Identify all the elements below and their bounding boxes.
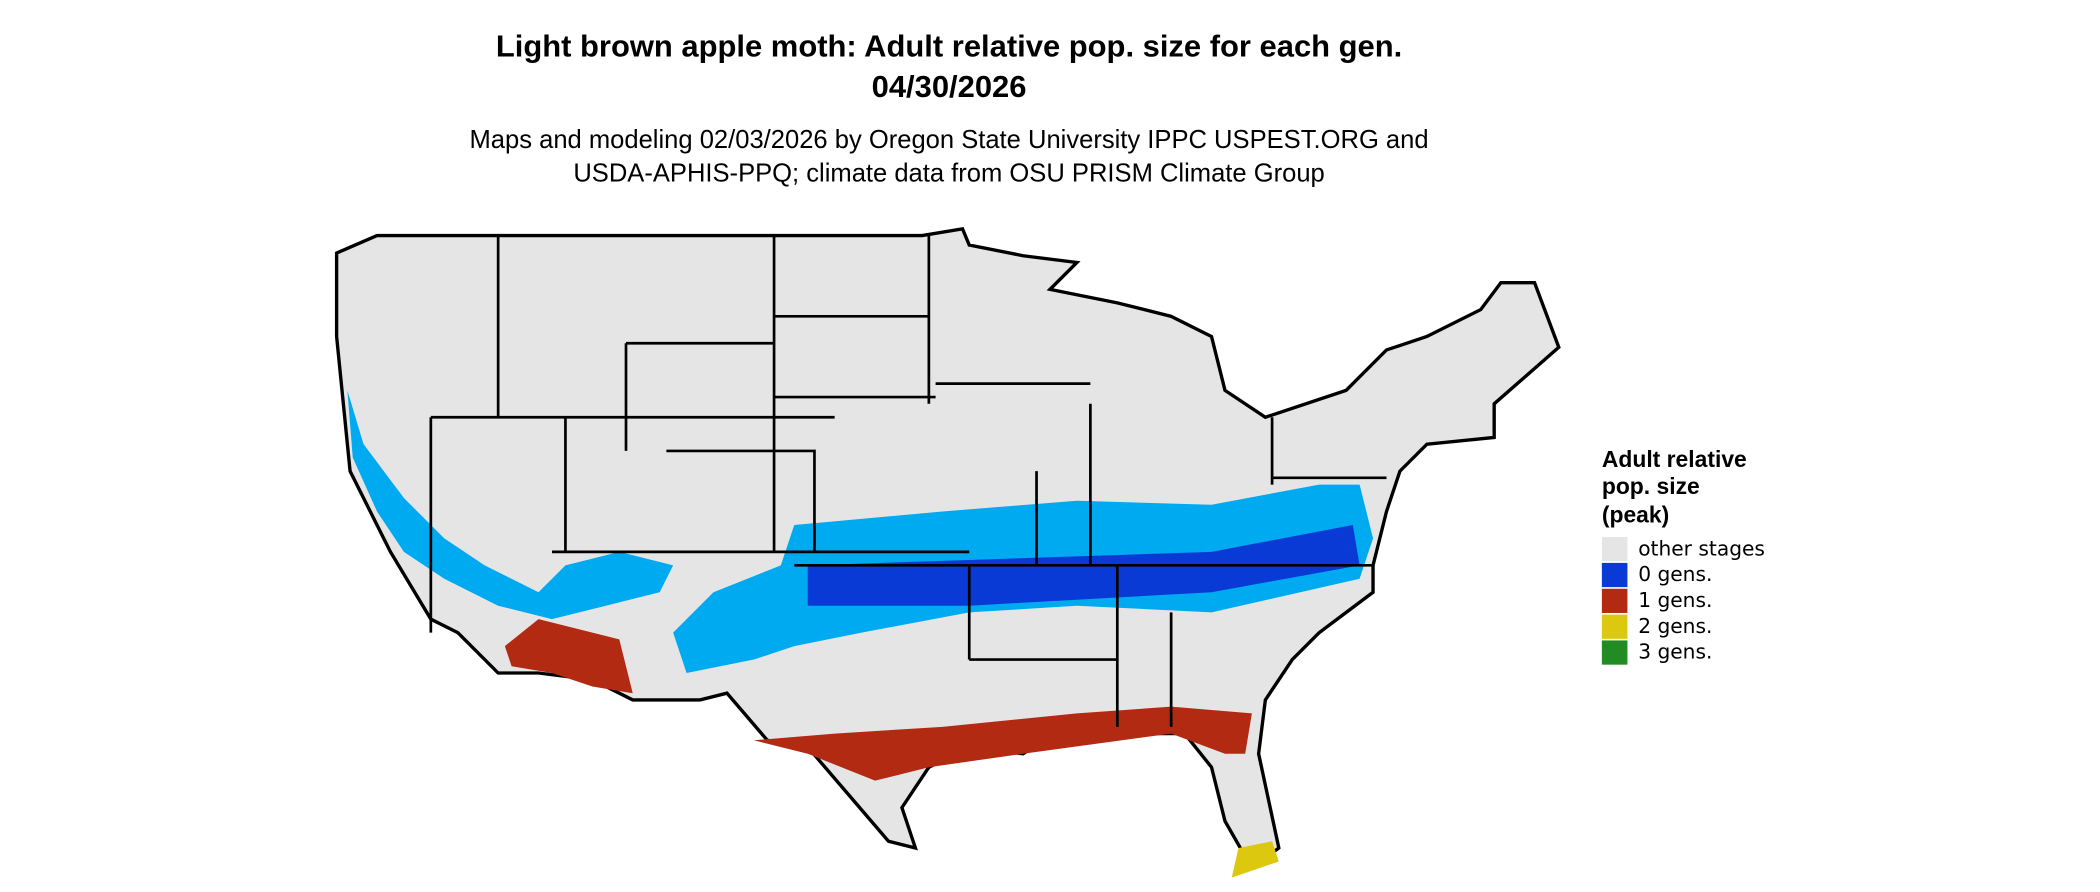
legend: Adult relative pop. size (peak) other st…	[1601, 446, 1765, 665]
zone-1-gens	[504, 619, 633, 694]
legend-swatch	[1601, 562, 1628, 588]
legend-title: (peak)	[1602, 501, 1669, 527]
legend-swatch	[1601, 614, 1628, 639]
title: Light brown apple moth: Adult relative p…	[496, 29, 1402, 64]
legend-swatch	[1601, 588, 1628, 613]
legend-title: Adult relative	[1602, 446, 1747, 472]
legend-label: 2 gens.	[1638, 614, 1712, 638]
subtitle-line: Maps and modeling 02/03/2026 by Oregon S…	[470, 126, 1429, 154]
legend-swatch	[1601, 537, 1628, 562]
zone-light-blue	[347, 390, 674, 620]
legend-swatch	[1601, 640, 1628, 665]
us-map	[334, 226, 1561, 878]
legend-label: other stages	[1638, 536, 1765, 560]
legend-title: pop. size	[1602, 473, 1700, 499]
subtitle-line: USDA-APHIS-PPQ; climate data from OSU PR…	[573, 160, 1324, 188]
legend-label: 3 gens.	[1638, 640, 1712, 664]
zone-1-gens	[753, 706, 1252, 781]
legend-label: 0 gens.	[1638, 562, 1712, 586]
zone-2-gens	[1231, 841, 1279, 878]
date: 04/30/2026	[872, 69, 1027, 104]
state-borders	[429, 235, 1387, 727]
legend-label: 1 gens.	[1638, 588, 1712, 612]
